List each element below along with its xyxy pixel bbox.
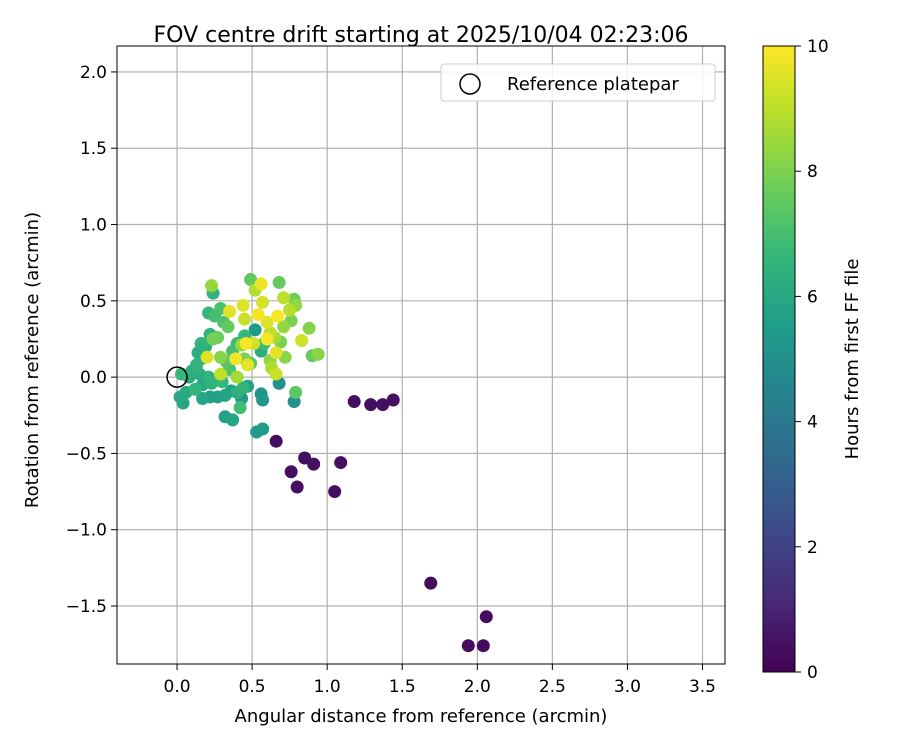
data-point [205, 279, 219, 293]
data-point [256, 422, 270, 436]
data-point [277, 291, 291, 305]
data-point [476, 639, 490, 653]
data-point [233, 401, 247, 415]
data-point [283, 303, 297, 317]
axes: 0.0 0.5 1.0 1.5 2.0 2.5 3.0 3.5 −1.5 −1.0 −0.5 0.0 0… [66, 45, 726, 697]
colorbar-tick-label: 0 [807, 663, 818, 683]
data-point [194, 337, 208, 351]
colorbar-ticks: 0 2 4 6 8 10 [795, 37, 829, 683]
colorbar-tick-label: 4 [807, 413, 818, 433]
x-tick-label: 3.0 [614, 677, 641, 697]
data-point [295, 334, 309, 348]
data-point [251, 308, 265, 322]
data-point [260, 332, 274, 346]
data-point [196, 391, 210, 405]
colorbar-tick-label: 6 [807, 287, 818, 307]
data-point [205, 376, 219, 390]
y-tick-label: −1.0 [66, 521, 107, 541]
data-point [226, 413, 240, 427]
y-tick-label: 1.5 [80, 139, 107, 159]
y-tick-label: −0.5 [66, 444, 107, 464]
x-tick-label: 0.5 [239, 677, 266, 697]
data-point [311, 347, 325, 361]
reference-marker [166, 366, 188, 388]
data-point [424, 576, 438, 590]
y-axis-label: Rotation from reference (arcmin) [22, 212, 43, 508]
y-tick-label: 0.5 [80, 292, 107, 312]
data-point [223, 305, 237, 319]
data-point [269, 434, 283, 448]
data-point [221, 320, 235, 334]
y-tick-label: 0.0 [80, 368, 107, 388]
data-point [376, 398, 390, 412]
x-tick-label: 2.5 [539, 677, 566, 697]
data-point [298, 451, 312, 465]
data-point [269, 346, 283, 360]
data-point [289, 385, 303, 399]
data-point [271, 309, 285, 323]
data-point [190, 358, 204, 372]
data-point [272, 276, 286, 290]
data-point [218, 388, 232, 402]
data-point [256, 393, 270, 407]
data-point [256, 295, 270, 309]
data-point [239, 337, 253, 351]
data-point [386, 393, 400, 407]
legend: Reference platepar [440, 63, 716, 102]
legend-label: Reference platepar [507, 74, 679, 95]
data-point [284, 465, 298, 479]
data-point [244, 272, 258, 286]
data-point [290, 480, 304, 494]
colorbar-tick-label: 10 [807, 37, 829, 57]
data-point [347, 395, 361, 409]
data-point [479, 610, 493, 624]
x-tick-label: 3.5 [689, 677, 716, 697]
x-tick-label: 1.0 [314, 677, 341, 697]
data-point [260, 315, 274, 329]
x-axis-label: Angular distance from reference (arcmin) [235, 706, 608, 727]
data-point [236, 381, 250, 395]
data-point [236, 298, 250, 312]
x-tick-label: 2.0 [464, 677, 491, 697]
y-tick-label: 2.0 [80, 63, 107, 83]
data-point [248, 323, 262, 337]
legend-reference-marker [459, 73, 481, 95]
data-point [328, 485, 342, 499]
data-point [334, 456, 348, 470]
data-point [364, 398, 378, 412]
data-point [269, 367, 283, 381]
data-point [214, 350, 228, 364]
data-point [188, 382, 202, 396]
x-tick-label: 0.0 [164, 677, 191, 697]
data-point [206, 332, 220, 346]
data-point [229, 352, 243, 366]
y-tick-label: 1.0 [80, 216, 107, 236]
y-tick-label: −1.5 [66, 597, 107, 617]
data-point [238, 312, 252, 326]
colorbar: 0 2 4 6 8 10 Hours from first FF file [762, 37, 863, 683]
colorbar-tick-label: 8 [807, 162, 818, 182]
data-point [277, 320, 291, 334]
data-points [166, 272, 493, 653]
data-point [241, 358, 255, 372]
chart-title: FOV centre drift starting at 2025/10/04 … [154, 23, 689, 48]
data-point [461, 639, 475, 653]
colorbar-gradient [762, 45, 796, 673]
data-point [302, 321, 316, 335]
data-point [214, 367, 228, 381]
data-point [230, 370, 244, 384]
plot-frame [116, 45, 726, 665]
legend-box [440, 63, 716, 102]
data-point [200, 350, 214, 364]
colorbar-label: Hours from first FF file [842, 259, 863, 460]
colorbar-tick-label: 2 [807, 538, 818, 558]
data-point [254, 277, 268, 291]
x-tick-label: 1.5 [389, 677, 416, 697]
